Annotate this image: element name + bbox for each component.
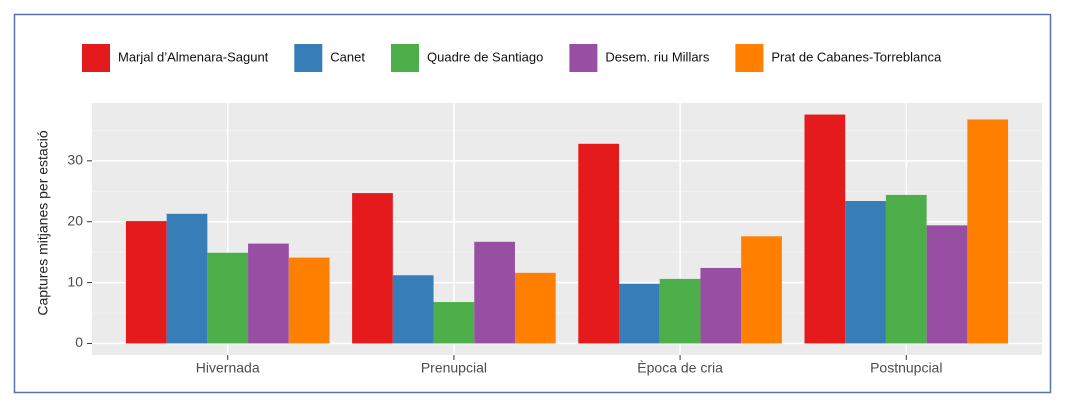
legend-label: Marjal d’Almenara-Sagunt bbox=[118, 49, 269, 64]
legend-key bbox=[391, 44, 419, 72]
bar bbox=[741, 236, 782, 344]
bar bbox=[659, 278, 701, 344]
legend-label: Quadre de Santiago bbox=[427, 49, 543, 64]
bar bbox=[514, 272, 556, 344]
y-tick-label: 20 bbox=[67, 212, 83, 228]
y-tick-label: 30 bbox=[67, 152, 83, 168]
y-tick-label: 0 bbox=[75, 334, 83, 350]
x-tick-label: Hivernada bbox=[196, 360, 260, 376]
bar bbox=[392, 275, 434, 344]
x-tick-label: Postnupcial bbox=[870, 360, 942, 376]
x-tick-label: Prenupcial bbox=[421, 360, 487, 376]
legend-label: Canet bbox=[330, 49, 365, 64]
legend-key bbox=[735, 44, 764, 72]
legend-key bbox=[569, 44, 598, 72]
bar bbox=[845, 201, 886, 344]
bar bbox=[619, 283, 660, 344]
bar bbox=[700, 267, 742, 344]
bar bbox=[352, 193, 393, 344]
bar bbox=[125, 221, 167, 344]
bar bbox=[248, 243, 289, 344]
y-axis-title: Captures mitjanes per estació bbox=[35, 130, 51, 315]
bar bbox=[885, 194, 927, 344]
bar bbox=[474, 241, 515, 344]
x-tick-label: Època de cria bbox=[637, 360, 723, 376]
bar bbox=[804, 114, 846, 344]
legend-key bbox=[294, 44, 323, 72]
bar bbox=[288, 257, 330, 344]
bar bbox=[166, 213, 208, 344]
bar bbox=[967, 119, 1009, 344]
legend-key bbox=[82, 44, 110, 72]
legend-label: Desem. riu Millars bbox=[605, 49, 710, 64]
bar bbox=[207, 252, 249, 344]
bar bbox=[433, 302, 475, 344]
bar bbox=[926, 225, 968, 344]
bar bbox=[578, 143, 620, 344]
legend-label: Prat de Cabanes-Torreblanca bbox=[771, 49, 942, 64]
y-tick-label: 10 bbox=[67, 273, 83, 289]
